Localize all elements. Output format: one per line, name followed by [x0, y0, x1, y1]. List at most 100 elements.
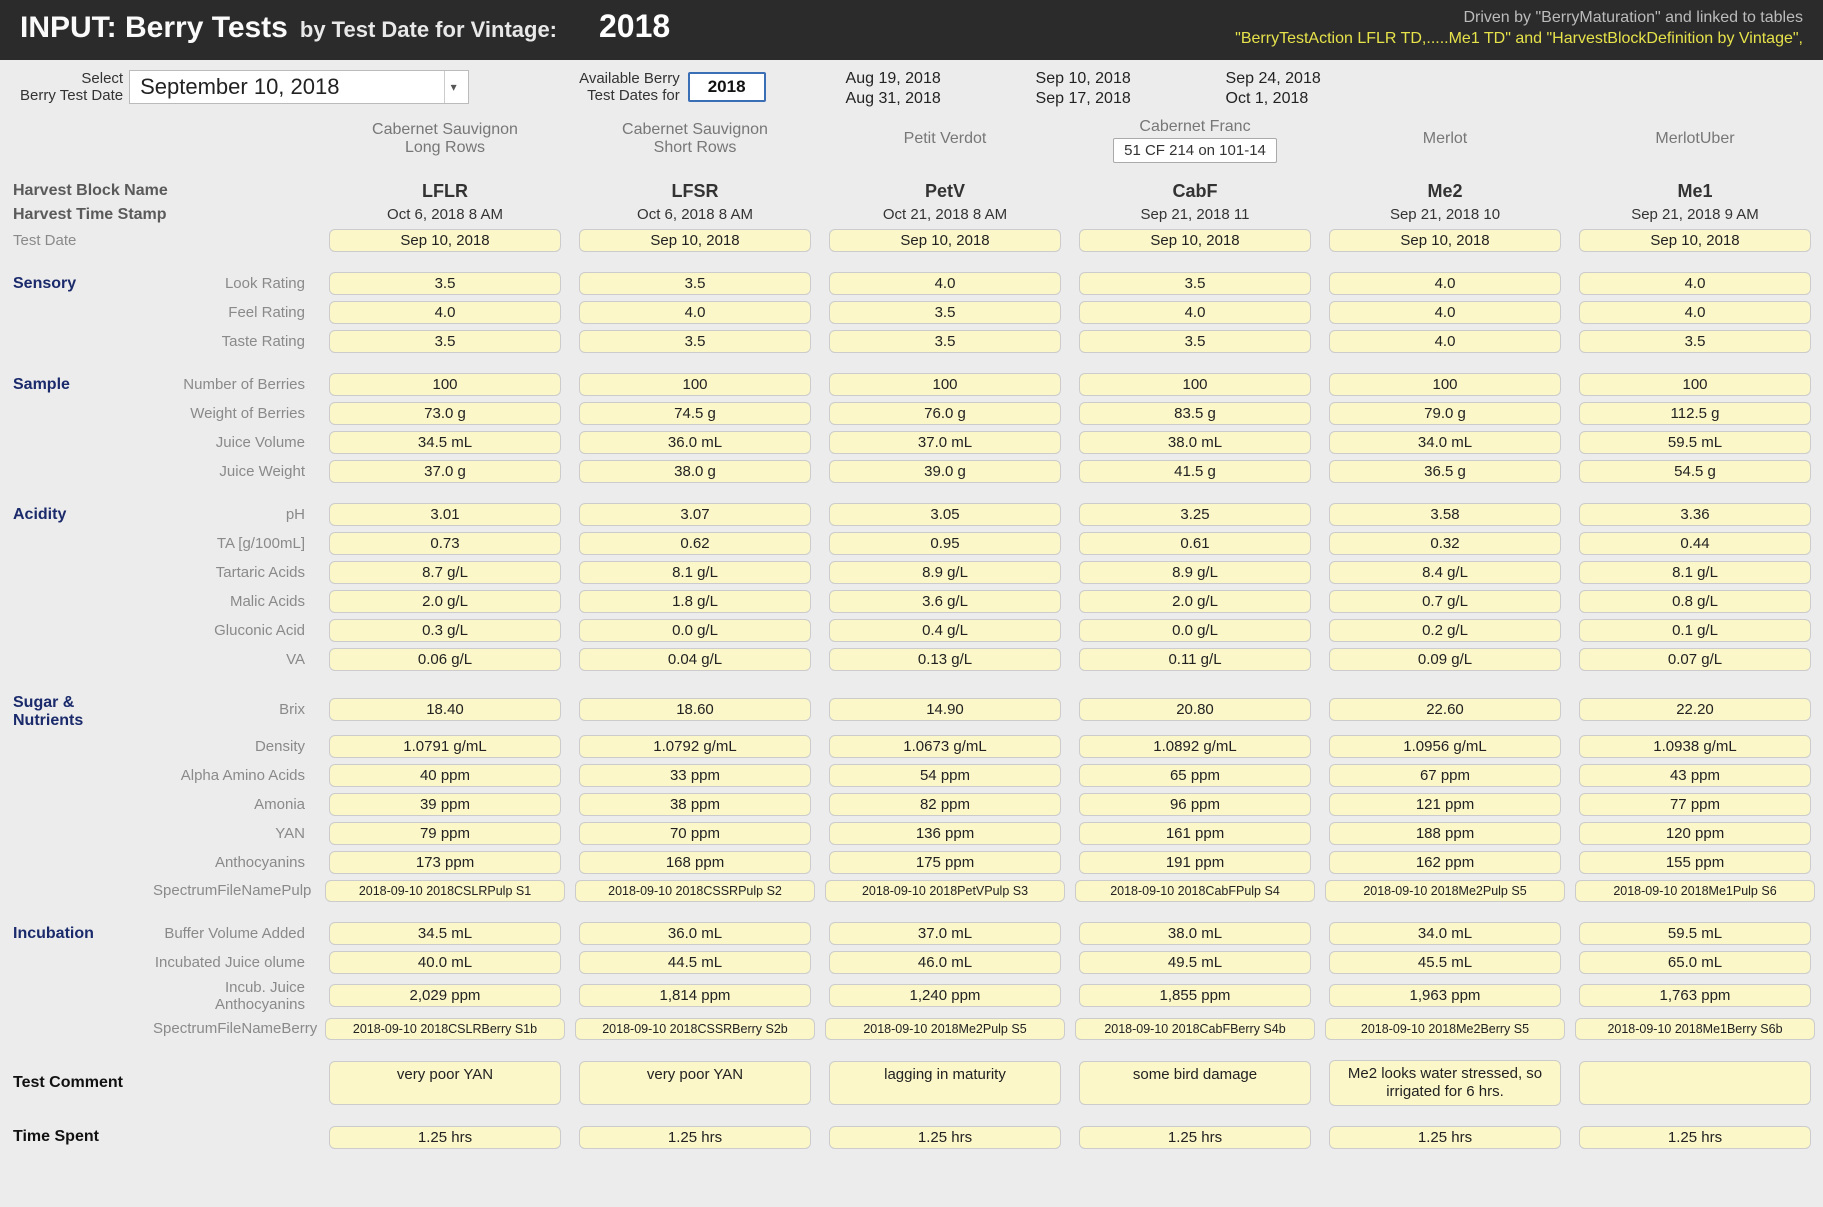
data-cell[interactable]: Sep 10, 2018	[1329, 229, 1561, 252]
data-cell[interactable]: 2018-09-10 2018CSSRBerry S2b	[575, 1018, 815, 1040]
data-cell[interactable]: 0.2 g/L	[1329, 619, 1561, 642]
data-cell[interactable]: 2018-09-10 2018Me2Pulp S5	[825, 1018, 1065, 1040]
data-cell[interactable]: 4.0	[1579, 272, 1811, 295]
data-cell[interactable]: 155 ppm	[1579, 851, 1811, 874]
data-cell[interactable]: 0.13 g/L	[829, 648, 1061, 671]
data-cell[interactable]: 0.04 g/L	[579, 648, 811, 671]
data-cell[interactable]: 65.0 mL	[1579, 951, 1811, 974]
data-cell[interactable]: 8.1 g/L	[579, 561, 811, 584]
comment-cell[interactable]: very poor YAN	[329, 1061, 561, 1105]
data-cell[interactable]: 100	[329, 373, 561, 396]
comment-cell[interactable]: some bird damage	[1079, 1061, 1311, 1105]
data-cell[interactable]: 49.5 mL	[1079, 951, 1311, 974]
berry-test-date-select[interactable]: September 10, 2018 ▾	[129, 70, 469, 104]
data-cell[interactable]: 0.8 g/L	[1579, 590, 1811, 613]
data-cell[interactable]: 8.4 g/L	[1329, 561, 1561, 584]
data-cell[interactable]: 37.0 mL	[829, 431, 1061, 454]
data-cell[interactable]: 33 ppm	[579, 764, 811, 787]
data-cell[interactable]: 3.5	[829, 330, 1061, 353]
variety-extra-box[interactable]: 51 CF 214 on 101-14	[1113, 138, 1277, 163]
data-cell[interactable]: 4.0	[1329, 272, 1561, 295]
data-cell[interactable]: 4.0	[1579, 301, 1811, 324]
date-option[interactable]: Aug 19, 2018	[846, 70, 1006, 88]
data-cell[interactable]: 3.6 g/L	[829, 590, 1061, 613]
data-cell[interactable]: 38 ppm	[579, 793, 811, 816]
data-cell[interactable]: 1,763 ppm	[1579, 984, 1811, 1007]
data-cell[interactable]: 38.0 g	[579, 460, 811, 483]
comment-cell[interactable]: lagging in maturity	[829, 1061, 1061, 1105]
data-cell[interactable]: 2.0 g/L	[329, 590, 561, 613]
data-cell[interactable]: 73.0 g	[329, 402, 561, 425]
data-cell[interactable]: 1.0892 g/mL	[1079, 735, 1311, 758]
data-cell[interactable]: 2018-09-10 2018CSLRBerry S1b	[325, 1018, 565, 1040]
data-cell[interactable]: 1.0956 g/mL	[1329, 735, 1561, 758]
data-cell[interactable]: 1,855 ppm	[1079, 984, 1311, 1007]
data-cell[interactable]: 121 ppm	[1329, 793, 1561, 816]
data-cell[interactable]: 2018-09-10 2018Me2Pulp S5	[1325, 880, 1565, 902]
data-cell[interactable]: 79 ppm	[329, 822, 561, 845]
date-option[interactable]: Aug 31, 2018	[846, 90, 1006, 108]
data-cell[interactable]: 100	[1079, 373, 1311, 396]
data-cell[interactable]: 40.0 mL	[329, 951, 561, 974]
data-cell[interactable]: 0.11 g/L	[1079, 648, 1311, 671]
data-cell[interactable]: 3.5	[579, 272, 811, 295]
data-cell[interactable]: 0.7 g/L	[1329, 590, 1561, 613]
data-cell[interactable]: 0.95	[829, 532, 1061, 555]
data-cell[interactable]: 2.0 g/L	[1079, 590, 1311, 613]
data-cell[interactable]: 4.0	[1329, 301, 1561, 324]
data-cell[interactable]: 76.0 g	[829, 402, 1061, 425]
data-cell[interactable]: 4.0	[579, 301, 811, 324]
data-cell[interactable]: 34.0 mL	[1329, 431, 1561, 454]
data-cell[interactable]: 1,963 ppm	[1329, 984, 1561, 1007]
data-cell[interactable]: 3.58	[1329, 503, 1561, 526]
comment-cell[interactable]	[1579, 1061, 1811, 1105]
data-cell[interactable]: 83.5 g	[1079, 402, 1311, 425]
data-cell[interactable]: 2018-09-10 2018CSLRPulp S1	[325, 880, 565, 902]
data-cell[interactable]: 3.5	[329, 272, 561, 295]
data-cell[interactable]: 1.0791 g/mL	[329, 735, 561, 758]
data-cell[interactable]: 0.09 g/L	[1329, 648, 1561, 671]
data-cell[interactable]: 3.5	[829, 301, 1061, 324]
date-option[interactable]: Sep 17, 2018	[1036, 90, 1196, 108]
data-cell[interactable]: 45.5 mL	[1329, 951, 1561, 974]
data-cell[interactable]: 54 ppm	[829, 764, 1061, 787]
data-cell[interactable]: 3.5	[1079, 330, 1311, 353]
data-cell[interactable]: 44.5 mL	[579, 951, 811, 974]
data-cell[interactable]: 2018-09-10 2018Me1Pulp S6	[1575, 880, 1815, 902]
data-cell[interactable]: 162 ppm	[1329, 851, 1561, 874]
data-cell[interactable]: 1.25 hrs	[1079, 1126, 1311, 1149]
data-cell[interactable]: 38.0 mL	[1079, 922, 1311, 945]
data-cell[interactable]: 4.0	[1329, 330, 1561, 353]
data-cell[interactable]: 1,814 ppm	[579, 984, 811, 1007]
data-cell[interactable]: 100	[829, 373, 1061, 396]
data-cell[interactable]: 136 ppm	[829, 822, 1061, 845]
data-cell[interactable]: 79.0 g	[1329, 402, 1561, 425]
date-option[interactable]: Oct 1, 2018	[1226, 90, 1386, 108]
data-cell[interactable]: 1.25 hrs	[1329, 1126, 1561, 1149]
data-cell[interactable]: 1.25 hrs	[1579, 1126, 1811, 1149]
data-cell[interactable]: 34.5 mL	[329, 431, 561, 454]
data-cell[interactable]: Sep 10, 2018	[829, 229, 1061, 252]
data-cell[interactable]: 14.90	[829, 698, 1061, 721]
data-cell[interactable]: 3.25	[1079, 503, 1311, 526]
data-cell[interactable]: 1.0938 g/mL	[1579, 735, 1811, 758]
data-cell[interactable]: 43 ppm	[1579, 764, 1811, 787]
date-option[interactable]: Sep 24, 2018	[1226, 70, 1386, 88]
data-cell[interactable]: 0.1 g/L	[1579, 619, 1811, 642]
data-cell[interactable]: 82 ppm	[829, 793, 1061, 816]
data-cell[interactable]: 36.5 g	[1329, 460, 1561, 483]
data-cell[interactable]: 70 ppm	[579, 822, 811, 845]
data-cell[interactable]: 2018-09-10 2018CabFPulp S4	[1075, 880, 1315, 902]
data-cell[interactable]: 34.0 mL	[1329, 922, 1561, 945]
data-cell[interactable]: 8.7 g/L	[329, 561, 561, 584]
data-cell[interactable]: 3.01	[329, 503, 561, 526]
data-cell[interactable]: 0.44	[1579, 532, 1811, 555]
data-cell[interactable]: 1.25 hrs	[579, 1126, 811, 1149]
data-cell[interactable]: 37.0 g	[329, 460, 561, 483]
data-cell[interactable]: 2018-09-10 2018Me1Berry S6b	[1575, 1018, 1815, 1040]
data-cell[interactable]: 0.0 g/L	[579, 619, 811, 642]
data-cell[interactable]: 0.32	[1329, 532, 1561, 555]
data-cell[interactable]: 77 ppm	[1579, 793, 1811, 816]
data-cell[interactable]: 0.4 g/L	[829, 619, 1061, 642]
data-cell[interactable]: 40 ppm	[329, 764, 561, 787]
